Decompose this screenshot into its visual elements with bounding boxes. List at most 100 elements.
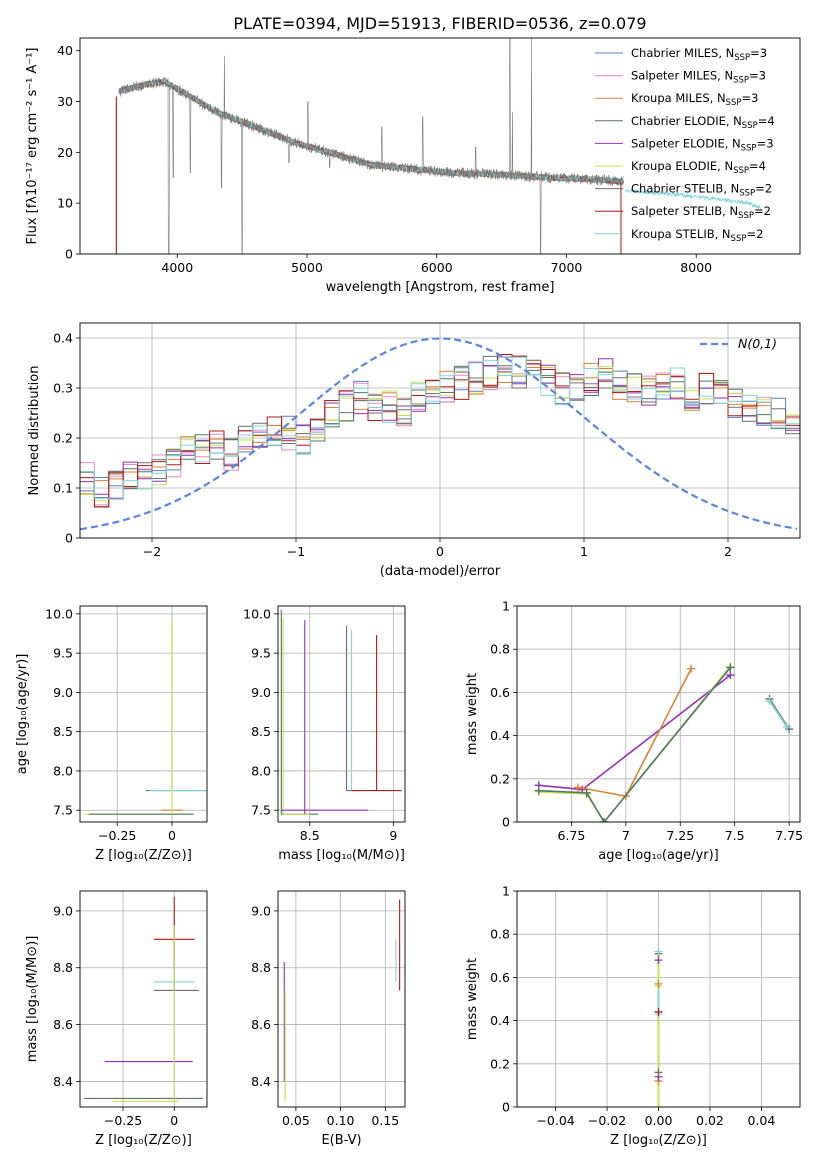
weight-point-marker [726,663,735,672]
x-tick-label: 0.15 [371,1113,399,1128]
legend-entry: Salpeter STELIB, NSSP=2 [631,204,771,221]
legend-entry: Kroupa MILES, NSSP=3 [631,91,758,108]
y-tick-label: 8.4 [53,1074,73,1089]
y-tick-label: 9.0 [53,903,73,918]
plot-age_metal: −0.25 0 7.5 8.0 8.5 9.0 9.5 10.0 Z [log₁₀(Z/Z⊙)]… [15,605,208,863]
weight-point-marker [654,947,663,956]
legend-entry-suffix: =3 [749,69,766,83]
x-tick-label: 7.5 [725,828,745,843]
legend-entry-sub: SSP [741,143,757,153]
x-axis-label: mass [log₁₀(M/M⊙)] [278,848,405,863]
y-tick-label: 8.5 [53,724,73,739]
y-tick-label: 0.8 [490,927,510,942]
legend-entry-name: Kroupa MILES, N [631,91,726,105]
x-tick-label: 9 [389,828,397,843]
legend-entry: Chabrier STELIB, NSSP=2 [631,182,772,199]
y-axis-label: mass weight [465,958,480,1040]
plot-area-age_mass [280,609,402,815]
y-tick-label: 1 [502,599,510,614]
weight-point-marker [534,786,543,795]
y-tick-label: 8.0 [251,763,271,778]
legend-entry-name: Kroupa ELODIE, N [631,159,733,173]
x-tick-label: 0.10 [327,1113,355,1128]
x-tick-label: 2 [724,544,732,559]
legend-entry-suffix: =2 [754,204,771,218]
legend-entry-suffix: =3 [741,91,758,105]
residual-histogram [80,360,800,502]
y-tick-label: 0.4 [53,331,73,346]
y-tick-label: 10 [57,196,73,211]
y-tick-label: 7.5 [53,803,73,818]
legend-entry-name: Kroupa STELIB, N [631,227,731,241]
x-tick-label: 7 [622,828,630,843]
residual-histogram [80,354,800,508]
weight-line [768,700,788,728]
x-tick-label: 7.75 [775,828,803,843]
x-axis-label: age [log₁₀(age/yr)] [598,848,719,863]
plot-area-metal_weight [654,947,663,1107]
legend-entry: Chabrier ELODIE, NSSP=4 [631,114,775,131]
legend-entry-suffix: =4 [758,114,775,128]
plot-area-mass_metal [84,896,203,1102]
x-tick-label: −0.25 [104,1113,142,1128]
axes-frame [79,322,801,539]
plot-area-age_metal [84,609,207,815]
y-axis-label: Flux [fλ10⁻¹⁷ erg cm⁻² s⁻¹ A⁻¹] [25,48,40,245]
y-tick-label: 0.6 [490,970,510,985]
residual-histogram [80,355,800,498]
plot-area-age_weight [534,662,794,822]
axes-frame [516,605,801,823]
axes-frame [79,605,208,823]
weight-line [538,665,731,822]
y-axis-label: mass weight [465,673,480,755]
y-tick-label: 0 [502,1100,510,1115]
y-tick-label: 9.5 [53,646,73,661]
plot-age_weight: 6.75 7 7.25 7.5 7.75 0 0.2 0.4 0.6 0.8 1 age [log₁₀… [465,599,803,864]
plot-area-spectrum [115,38,762,254]
y-tick-label: 30 [57,94,73,109]
x-tick-label: −0.02 [588,1113,626,1128]
model-spectrum-line [120,77,624,185]
legend-entry-sub: SSP [734,53,750,63]
legend-entry-suffix: =2 [746,227,763,241]
residual-histogram [80,355,800,495]
legend-entry-name: Salpeter MILES, N [631,69,733,83]
legend-entry: Kroupa STELIB, NSSP=2 [631,227,763,244]
x-axis-label: (data-model)/error [380,564,501,579]
weight-point-marker [654,1103,663,1107]
y-tick-label: 8.5 [251,724,271,739]
y-axis-label: Normed distribution [27,366,42,496]
legend-entry-name: Chabrier MILES, N [631,46,734,60]
weight-point-marker [582,788,591,797]
weight-line [538,667,731,822]
legend-entry-sub: SSP [733,76,749,86]
weight-line [577,668,692,797]
y-tick-label: 40 [57,43,73,58]
y-tick-label: 0.8 [490,642,510,657]
legend-entry-name: Chabrier STELIB, N [631,182,739,196]
legend-entry-sub: SSP [731,234,747,244]
y-tick-label: 0.4 [490,728,510,743]
x-tick-label: −0.04 [536,1113,574,1128]
legend-entry: Kroupa ELODIE, NSSP=4 [631,159,766,176]
plot-metal_weight: −0.04 −0.02 0.00 0.02 0.04 0 0.2 0.4 0.6 0.8 1 Z [l… [465,884,801,1148]
legend-entry-sub: SSP [733,166,749,176]
y-tick-label: 0 [502,815,510,830]
legend-entry-name: Chabrier ELODIE, N [631,114,742,128]
y-tick-label: 0.1 [53,481,73,496]
residual-histogram [80,359,800,508]
weight-point-marker [765,697,774,706]
y-tick-label: 8.8 [53,960,73,975]
legend-entry: N(0,1) [738,336,777,351]
y-tick-label: 8.8 [251,960,271,975]
plot-mass_metal: −0.25 0 8.4 8.6 8.8 9.0 Z [log₁₀(Z/Z⊙)] mass [l… [25,890,208,1148]
legend-entry-name: Salpeter ELODIE, N [631,136,741,150]
legend-entry-name: Salpeter STELIB, N [631,204,738,218]
plot-area-residuals [80,337,800,531]
y-tick-label: 9.0 [251,685,271,700]
plot-spectrum: 4000 5000 6000 7000 8000 0 10 20 30 40 wavelength … [25,37,801,295]
legend-entry-sub: SSP [739,189,755,199]
x-tick-label: 0 [168,828,176,843]
x-tick-label: −0.25 [98,828,136,843]
